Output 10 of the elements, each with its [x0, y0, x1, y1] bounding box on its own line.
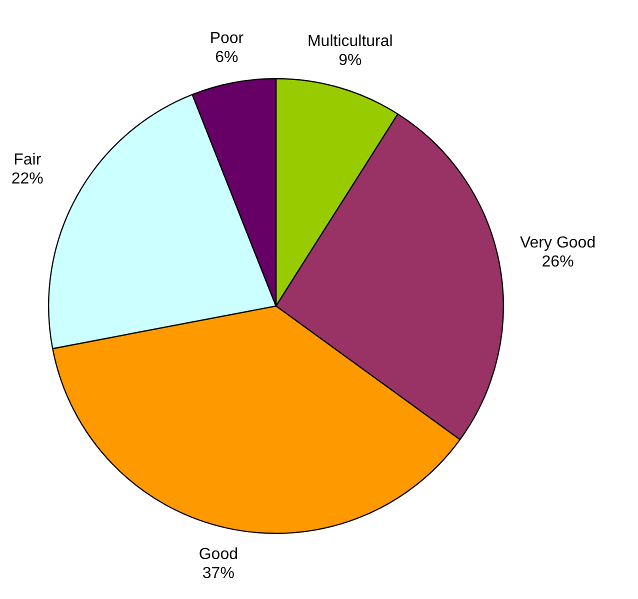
data-label: 6%: [215, 49, 238, 66]
slice-label: Good: [198, 546, 238, 563]
data-label: 26%: [542, 254, 574, 271]
slice-label: Poor: [210, 30, 244, 48]
slice-label: Fair: [14, 152, 42, 169]
data-label: 22%: [11, 170, 44, 188]
data-label: 37%: [202, 564, 234, 582]
data-label: 9%: [338, 52, 362, 70]
slice-label: Very Good: [520, 234, 596, 252]
slice-label: Multicultural: [307, 33, 393, 50]
